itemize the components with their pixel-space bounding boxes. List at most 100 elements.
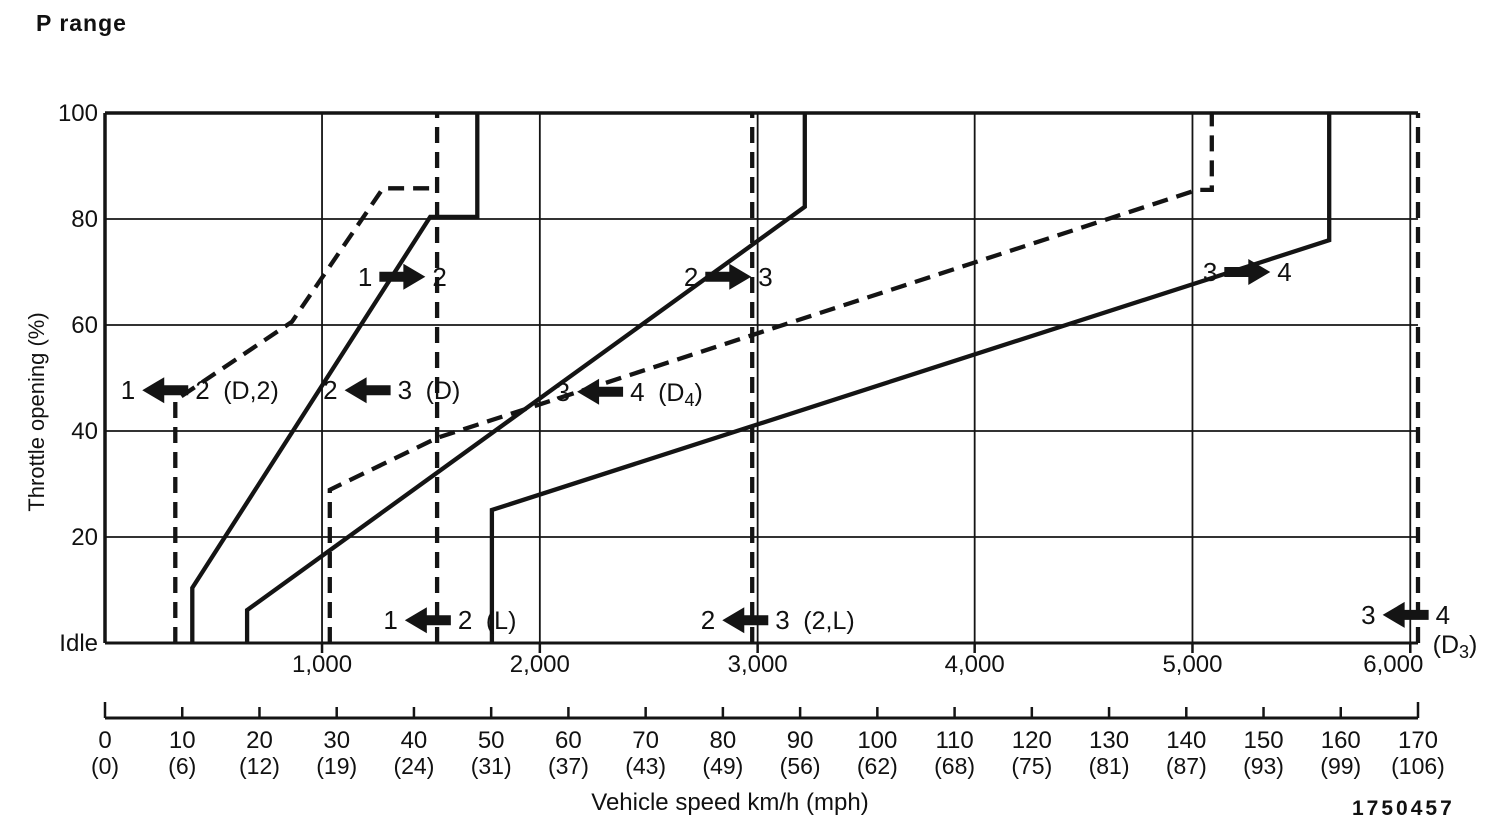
shift-annotations: 1 2 2 3 3 41 2 (D,2) 2 3 (D) 3 4 (D4)1 2 (L) 2 3 (2,L) 3 4(D…	[121, 257, 1478, 662]
ruler-mph-label: (56)	[780, 753, 821, 779]
gear-from-label: 3	[1203, 257, 1217, 287]
ruler-mph-label: (19)	[316, 753, 357, 779]
gear-to-label: 4	[1277, 257, 1291, 287]
annotation-dn-1-2-D2: 1 2 (D,2)	[121, 375, 279, 405]
curve-downshift-4-3-D4	[327, 113, 1214, 643]
gear-from-label: 2	[684, 262, 698, 292]
gear-from-label: 1	[121, 375, 135, 405]
left-arrow-icon	[142, 377, 189, 404]
top-scale-label: 1,000	[292, 651, 352, 678]
y-tick-label: Idle	[59, 630, 98, 657]
gear-from-label: 3	[556, 377, 570, 407]
top-scale-label: 5,000	[1162, 651, 1222, 678]
right-arrow-icon	[705, 263, 752, 290]
range-suffix-label: (D,2)	[223, 377, 279, 405]
ruler-mph-label: (75)	[1011, 753, 1052, 779]
ruler-mph-label: (6)	[168, 753, 196, 779]
range-suffix-label: (L)	[486, 607, 517, 635]
ruler-kmh-label: 150	[1244, 727, 1284, 754]
ruler-mph-label: (62)	[857, 753, 898, 779]
plot-frame	[103, 111, 1418, 653]
ruler-kmh-label: 100	[857, 727, 897, 754]
annotation-dn-3-4-D3: 3 4(D3)	[1361, 600, 1477, 662]
shift-curves	[173, 113, 1421, 643]
gear-to-label: 2	[432, 262, 446, 292]
top-scale-label: 6,000	[1363, 651, 1423, 678]
ruler-mph-label: (49)	[702, 753, 743, 779]
annotation-dn-2-3-D: 2 3 (D)	[323, 375, 460, 405]
left-arrow-icon	[344, 377, 391, 404]
right-arrow-icon	[1224, 259, 1271, 285]
gear-from-label: 1	[358, 262, 372, 292]
gear-to-label: 3	[758, 262, 772, 292]
top-scale-labels: 1,000 2,000 3,000 4,000 5,000 6,000	[292, 651, 1423, 678]
curve-upshift-1-2	[190, 113, 480, 643]
top-scale-label: 2,000	[510, 651, 570, 678]
gear-to-label: 4	[1436, 600, 1450, 630]
top-scale-label: 4,000	[945, 651, 1005, 678]
y-tick-label: 60	[71, 312, 98, 339]
left-arrow-icon	[404, 607, 451, 634]
range-suffix-label: (D4)	[658, 379, 703, 410]
ruler-mph-label: (12)	[239, 753, 280, 779]
gear-from-label: 1	[383, 605, 397, 635]
ruler-kmh-label: 20	[246, 727, 273, 754]
y-axis-labels: 100 80 60 40 20 Idle	[58, 100, 98, 657]
ruler-kmh-label: 110	[935, 727, 973, 754]
speed-ruler: 0(0) 10(6) 20(12) 30(19) 40(24) 50(31) 60(37) 7…	[91, 702, 1445, 779]
ruler-mph-label: (87)	[1166, 753, 1207, 779]
curve-downshift-2-1-D2	[173, 186, 438, 643]
gear-from-label: 2	[323, 375, 337, 405]
left-arrow-icon	[577, 378, 624, 405]
ruler-kmh-label: 0	[98, 727, 111, 754]
annotation-dn-3-4-D4: 3 4 (D4)	[556, 377, 703, 410]
ruler-kmh-label: 10	[169, 727, 196, 754]
y-tick-label: 100	[58, 100, 98, 127]
ruler-kmh-label: 130	[1089, 727, 1129, 754]
ruler-mph-label: (99)	[1320, 753, 1361, 779]
ruler-mph-label: (0)	[91, 753, 119, 779]
ruler-mph-label: (24)	[393, 753, 434, 779]
left-arrow-icon	[722, 607, 769, 634]
page-title: P range	[36, 10, 127, 36]
gear-to-label: 3	[398, 375, 412, 405]
top-scale-label: 3,000	[728, 651, 788, 678]
x-axis-title: Vehicle speed km/h (mph)	[591, 789, 868, 816]
gear-from-label: 2	[701, 605, 715, 635]
ruler-kmh-label: 70	[632, 727, 659, 754]
right-arrow-icon	[379, 263, 426, 290]
ruler-kmh-label: 80	[710, 727, 737, 754]
y-tick-label: 20	[71, 524, 98, 551]
gear-to-label: 4	[630, 377, 644, 407]
ruler-kmh-label: 50	[478, 727, 505, 754]
figure-code: 1750457	[1352, 797, 1455, 820]
ruler-mph-label: (37)	[548, 753, 589, 779]
ruler-kmh-label: 140	[1166, 727, 1206, 754]
gear-to-label: 2	[195, 375, 209, 405]
gear-from-label: 3	[1361, 600, 1375, 630]
ruler-kmh-label: 160	[1321, 727, 1361, 754]
gear-to-label: 2	[458, 605, 472, 635]
ruler-kmh-label: 30	[323, 727, 350, 754]
ruler-mph-label: (68)	[934, 753, 975, 779]
ruler-kmh-label: 120	[1012, 727, 1052, 754]
ruler-kmh-label: 60	[555, 727, 582, 754]
ruler-kmh-label: 170	[1398, 727, 1438, 754]
ruler-kmh-label: 90	[787, 727, 814, 754]
annotation-dn-2-3-2L: 2 3 (2,L)	[701, 605, 855, 635]
axis-titles: Vehicle speed km/h (mph) Throttle opening…	[24, 312, 869, 816]
range-suffix-label: (D3)	[1433, 631, 1478, 662]
ruler-mph-label: (81)	[1089, 753, 1130, 779]
curve-upshift-3-4	[489, 113, 1332, 643]
ruler-mph-label: (93)	[1243, 753, 1284, 779]
ruler-kmh-label: 40	[401, 727, 428, 754]
y-tick-label: 40	[71, 418, 98, 445]
ruler-mph-label: (106)	[1391, 753, 1445, 779]
y-axis-title: Throttle opening (%)	[24, 312, 49, 511]
ruler-mph-label: (43)	[625, 753, 666, 779]
left-arrow-icon	[1382, 601, 1429, 628]
